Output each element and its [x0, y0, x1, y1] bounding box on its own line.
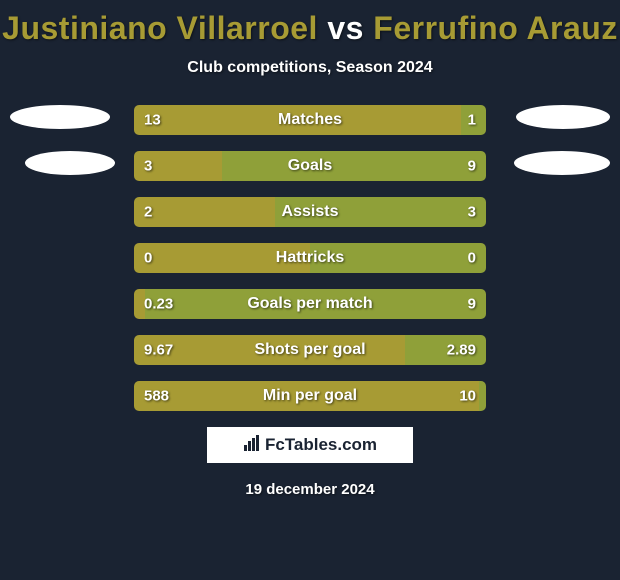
stat-left-value: 9.67	[144, 342, 173, 359]
stat-label: Hattricks	[276, 249, 344, 267]
stat-row: 9.67 2.89 Shots per goal	[134, 335, 486, 365]
comparison-chart: 13 1 Matches 3 9 Goals 2 3 Assists 0 0 Hattricks 0.2…	[0, 105, 620, 411]
player1-marker-2	[25, 151, 115, 175]
stat-label: Goals per match	[247, 295, 372, 313]
stat-left-value: 13	[144, 112, 161, 129]
player2-marker-1	[516, 105, 610, 129]
stat-row: 2 3 Assists	[134, 197, 486, 227]
stat-label: Assists	[282, 203, 339, 221]
stat-right-value: 0	[468, 250, 476, 267]
stat-right-value: 3	[468, 204, 476, 221]
bar-left-fill	[134, 289, 145, 319]
stat-label: Shots per goal	[254, 341, 365, 359]
page-title: Justiniano Villarroel vs Ferrufino Arauz	[0, 0, 620, 47]
stat-right-value: 9	[468, 158, 476, 175]
bar-left-fill	[134, 197, 275, 227]
chart-icon	[243, 435, 261, 455]
stat-label: Goals	[288, 157, 332, 175]
vs-text: vs	[327, 10, 364, 46]
bar-right-fill	[479, 381, 486, 411]
stat-label: Min per goal	[263, 387, 357, 405]
stat-rows: 13 1 Matches 3 9 Goals 2 3 Assists 0 0 Hattricks 0.2…	[134, 105, 486, 411]
player2-marker-2	[514, 151, 610, 175]
stat-row: 13 1 Matches	[134, 105, 486, 135]
subtitle: Club competitions, Season 2024	[0, 59, 620, 77]
brand-text: FcTables.com	[265, 435, 377, 455]
player1-name: Justiniano Villarroel	[2, 10, 318, 46]
bar-right-fill	[222, 151, 486, 181]
stat-right-value: 10	[459, 388, 476, 405]
stat-left-value: 0	[144, 250, 152, 267]
stat-row: 0 0 Hattricks	[134, 243, 486, 273]
stat-row: 588 10 Min per goal	[134, 381, 486, 411]
stat-left-value: 2	[144, 204, 152, 221]
stat-left-value: 3	[144, 158, 152, 175]
stat-right-value: 1	[468, 112, 476, 129]
stat-row: 3 9 Goals	[134, 151, 486, 181]
date-text: 19 december 2024	[0, 481, 620, 498]
player1-marker-1	[10, 105, 110, 129]
stat-right-value: 2.89	[447, 342, 476, 359]
stat-right-value: 9	[468, 296, 476, 313]
stat-row: 0.23 9 Goals per match	[134, 289, 486, 319]
stat-label: Matches	[278, 111, 342, 129]
player2-name: Ferrufino Arauz	[373, 10, 618, 46]
brand-badge: FcTables.com	[207, 427, 413, 463]
stat-left-value: 588	[144, 388, 169, 405]
stat-left-value: 0.23	[144, 296, 173, 313]
